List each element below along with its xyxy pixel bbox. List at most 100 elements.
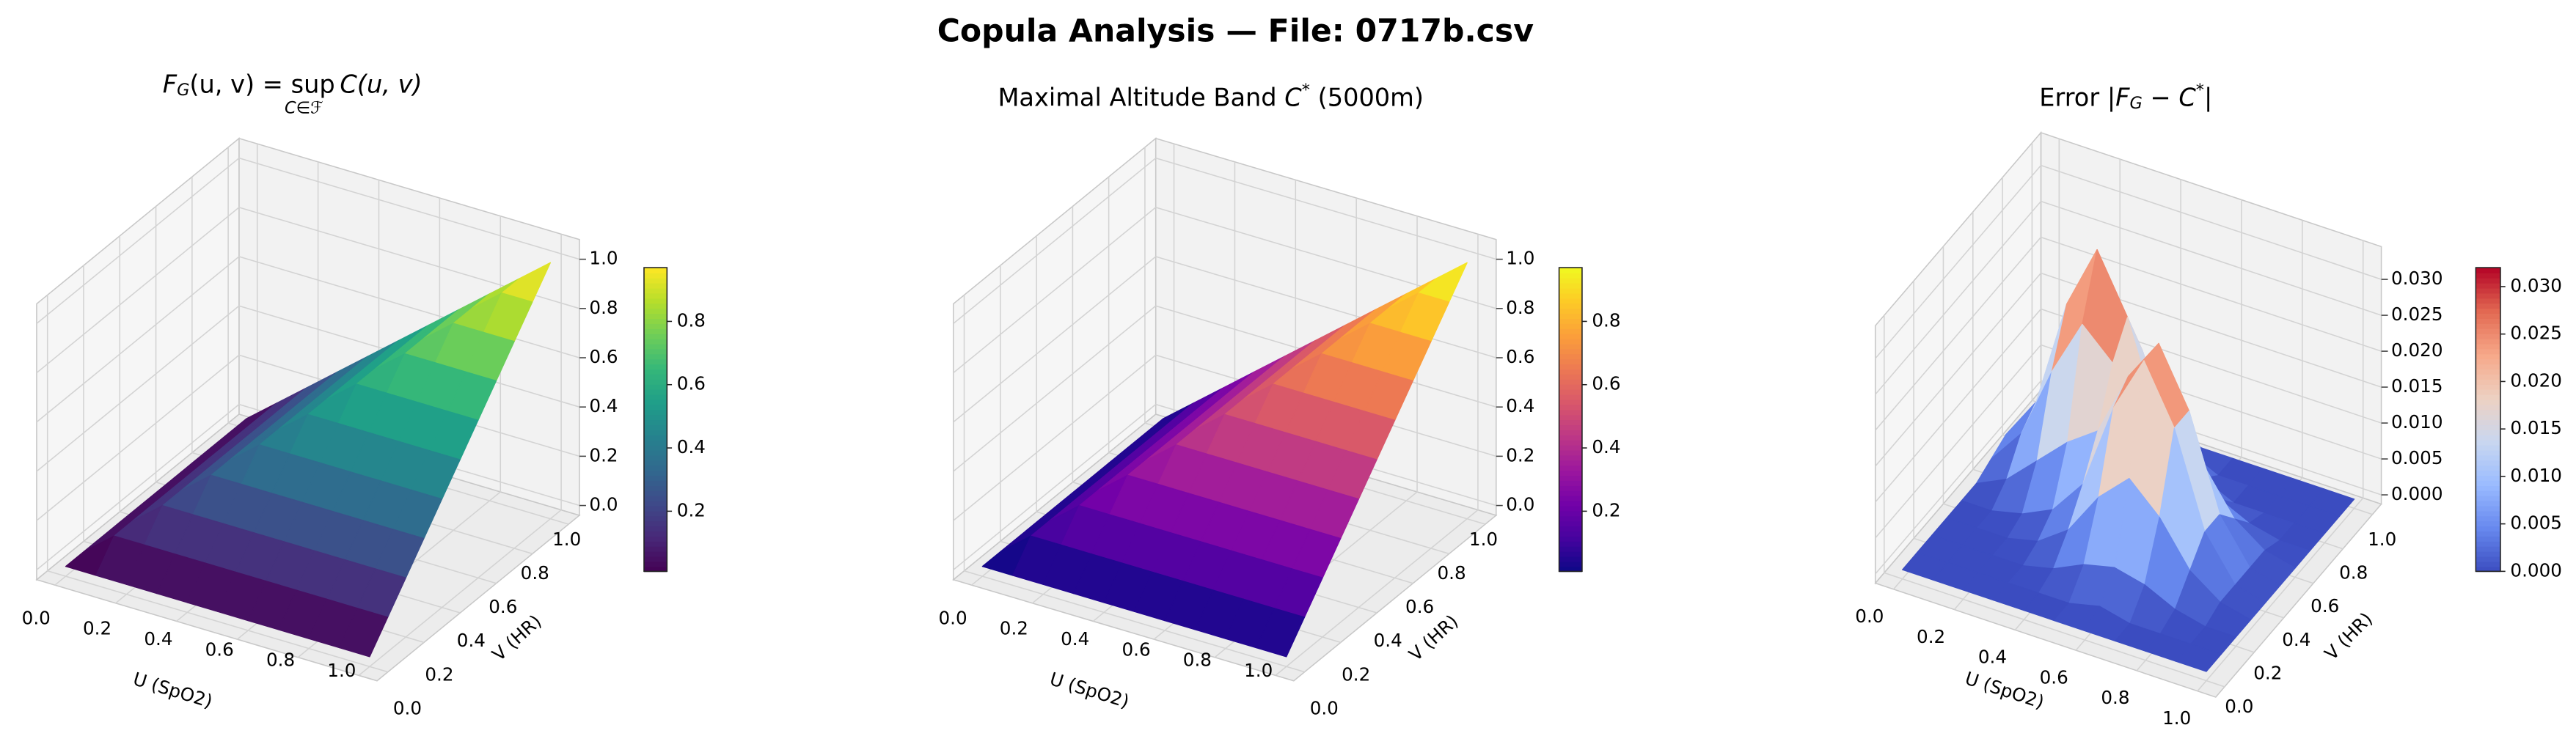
- colorbar-tick-label: 0.020: [2510, 369, 2562, 391]
- axes-1: 0.0 0.2 0.4 0.6 0.8 1.00.00.20.40.60.81.00.00…: [22, 137, 706, 718]
- colorbar-segment: [644, 434, 667, 441]
- title-part: |: [2204, 83, 2212, 111]
- colorbar-segment: [1559, 465, 1582, 471]
- colorbar-segment: [1559, 282, 1582, 289]
- colorbar-segment: [1559, 277, 1582, 284]
- grid-line: [1884, 572, 2225, 688]
- colorbar-segment: [1559, 551, 1582, 557]
- y-tick-label: 0.6: [1405, 596, 1434, 617]
- y-tick-label: 0.4: [2282, 629, 2310, 650]
- colorbar-segment: [644, 378, 667, 385]
- z-tick-label: 0.8: [1506, 297, 1534, 318]
- colorbar-segment: [2476, 455, 2500, 461]
- z-tick-label: 0.000: [2391, 483, 2443, 504]
- title-part: F: [2115, 83, 2130, 111]
- colorbar-segment: [2476, 510, 2500, 517]
- colorbar-segment: [644, 566, 667, 573]
- colorbar-segment: [644, 389, 667, 395]
- colorbar-segment: [644, 520, 667, 527]
- z-tick-label: 0.4: [589, 395, 618, 416]
- colorbar-segment: [2476, 364, 2500, 370]
- y-tick-label: 0.0: [1310, 697, 1339, 718]
- colorbar-segment: [644, 490, 667, 496]
- title-part: G: [2129, 94, 2142, 113]
- colorbar-segment: [644, 298, 667, 304]
- colorbar-segment: [1559, 399, 1582, 405]
- colorbar-segment: [644, 287, 667, 294]
- grid-line: [953, 158, 1157, 325]
- colorbar-segment: [2476, 495, 2500, 501]
- colorbar-tick-label: 0.2: [1592, 499, 1620, 520]
- colorbar-segment: [2476, 414, 2500, 421]
- colorbar-segment: [644, 328, 667, 334]
- colorbar-segment: [1559, 460, 1582, 466]
- colorbar-segment: [644, 510, 667, 517]
- surface-facet: [338, 608, 389, 658]
- colorbar-segment: [644, 540, 667, 547]
- colorbar-segment: [644, 268, 667, 273]
- grid-line: [1275, 509, 1479, 676]
- grid-line: [953, 403, 1157, 570]
- colorbar-segment: [644, 303, 667, 309]
- grid-line: [36, 207, 240, 374]
- colorbar-tick-label: 0.030: [2510, 275, 2562, 296]
- colorbar-segment: [1559, 369, 1582, 375]
- grid-line: [1875, 273, 2042, 467]
- x-tick-label: 1.0: [327, 660, 356, 681]
- colorbar-segment: [644, 495, 667, 501]
- colorbar-segment: [644, 364, 667, 370]
- colorbar-segment: [2476, 303, 2500, 309]
- surface-facet: [2175, 643, 2222, 672]
- z-tick-label: 0.015: [2391, 375, 2443, 397]
- colorbar-segment: [644, 455, 667, 461]
- colorbar-segment: [644, 561, 667, 567]
- y-tick-label: 1.0: [552, 529, 581, 550]
- title-part: C: [1284, 83, 1302, 111]
- grid-line: [1875, 309, 2042, 503]
- colorbar-segment: [2476, 475, 2500, 481]
- colorbar-segment: [1559, 404, 1582, 411]
- grid-line: [238, 256, 580, 358]
- colorbar-segment: [644, 536, 667, 542]
- surface-facet: [1255, 608, 1306, 658]
- title-part: Error |: [2039, 83, 2115, 111]
- pane-left: [1874, 130, 2042, 585]
- colorbar-segment: [644, 399, 667, 405]
- colorbar-segment: [1559, 505, 1582, 512]
- colorbar-segment: [2476, 409, 2500, 416]
- colorbar-segment: [1559, 394, 1582, 400]
- z-tick-label: 0.005: [2391, 447, 2443, 468]
- colorbar-segment: [2476, 318, 2500, 324]
- colorbar-segment: [1559, 439, 1582, 446]
- grid-line: [964, 570, 1305, 673]
- title-part: C∈ℱ: [285, 98, 323, 117]
- z-tick-label: 0.8: [589, 297, 618, 318]
- colorbar-segment: [2476, 526, 2500, 532]
- colorbar-segment: [2476, 328, 2500, 334]
- colorbar-segment: [1559, 490, 1582, 496]
- colorbar-segment: [1559, 430, 1582, 435]
- colorbar-segment: [2476, 313, 2500, 319]
- colorbar-segment: [644, 430, 667, 435]
- colorbar-outline: [643, 267, 668, 573]
- z-tick-label: 1.0: [1506, 248, 1534, 269]
- colorbar-segment: [2476, 490, 2500, 496]
- colorbar-outline: [2475, 267, 2501, 573]
- axes-3: 0.00.20.40.60.81.00.00.20.40.60.81.00.00…: [1855, 130, 2562, 729]
- title-part: C(u, v): [340, 70, 422, 98]
- colorbar-segment: [2476, 470, 2500, 476]
- colorbar-segment: [1559, 409, 1582, 416]
- colorbar-segment: [1559, 323, 1582, 329]
- colorbar-segment: [644, 383, 667, 390]
- colorbar-segment: [644, 343, 667, 350]
- title-part: −: [2143, 83, 2178, 111]
- colorbar-segment: [2476, 434, 2500, 441]
- colorbar-segment: [1559, 338, 1582, 345]
- colorbar-segment: [644, 465, 667, 471]
- x-tick-label: 0.6: [2040, 666, 2068, 688]
- colorbar-segment: [1559, 378, 1582, 385]
- z-tick-label: 0.2: [589, 444, 618, 466]
- colorbar-segment: [644, 545, 667, 552]
- colorbar-segment: [2476, 399, 2500, 405]
- z-tick-label: 0.0: [1506, 494, 1534, 515]
